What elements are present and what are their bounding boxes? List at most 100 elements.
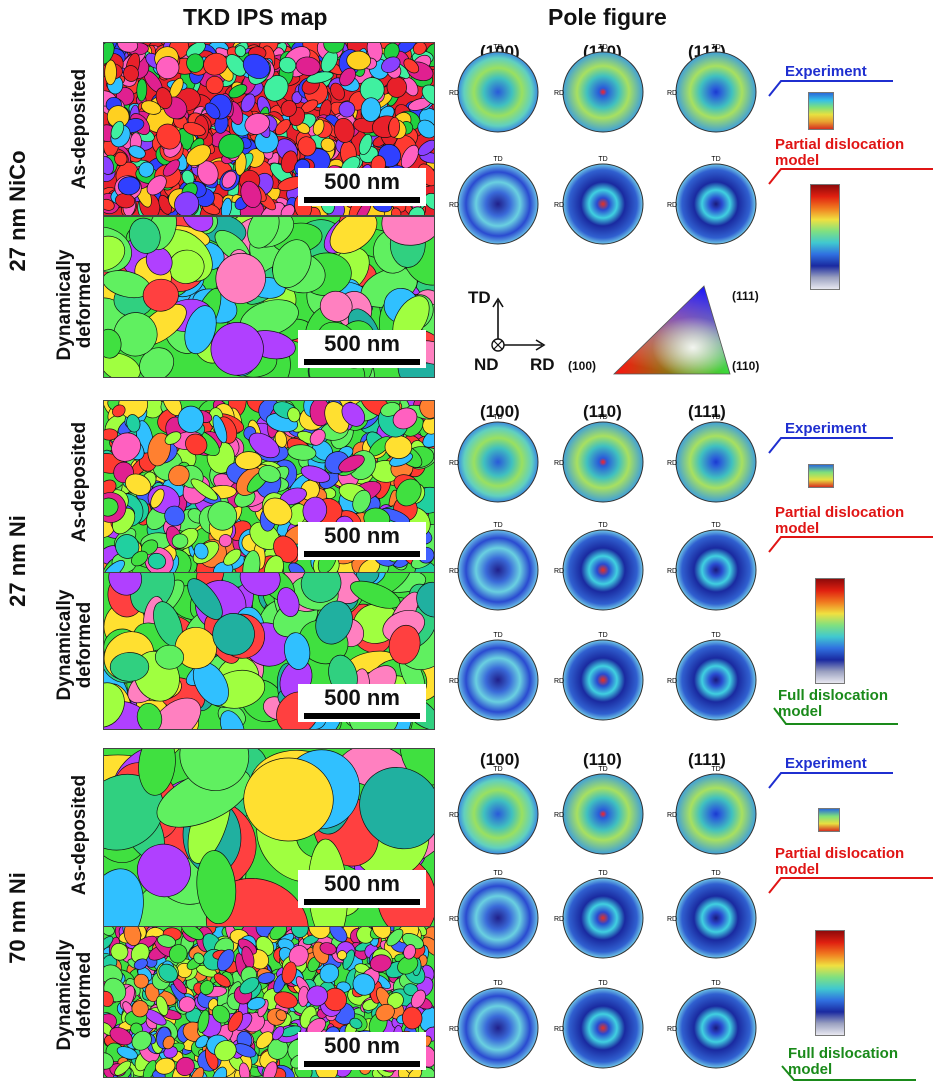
grain — [262, 1061, 278, 1077]
pole-rd-label: RD — [554, 812, 564, 819]
tag-experiment-2-line — [768, 437, 893, 454]
tag-partial-1-line2: model — [775, 152, 820, 169]
grain — [177, 405, 204, 433]
tag-full-3-line1: Full dislocation — [788, 1045, 899, 1062]
grain — [213, 561, 234, 573]
scale-bar-line — [304, 713, 420, 719]
pole-figure-r2-c3: TD RD — [667, 156, 757, 245]
grain — [400, 144, 419, 169]
pole-disc — [675, 877, 757, 959]
grain — [168, 944, 188, 964]
pole-rd-label: RD — [667, 678, 677, 685]
grain — [213, 973, 231, 988]
pole-disc — [457, 773, 539, 855]
ips-map-1a — [103, 42, 435, 216]
tag-partial-1-line — [768, 168, 933, 185]
pole-figure-r4-c1: TD RD — [449, 522, 539, 611]
grain — [388, 624, 421, 665]
pole-rd-label: RD — [554, 678, 564, 685]
grain — [240, 180, 262, 208]
grain — [104, 868, 144, 927]
pole-disc — [675, 773, 757, 855]
grain — [117, 176, 141, 196]
grain — [234, 45, 247, 57]
grain — [111, 432, 141, 462]
pole-rd-label: RD — [554, 916, 564, 923]
pole-rd-label: RD — [449, 1026, 459, 1033]
grain — [247, 217, 280, 249]
grain — [186, 53, 204, 73]
grain — [263, 75, 289, 102]
scale-bar-label: 500 nm — [324, 685, 400, 710]
scale-bar-label: 500 nm — [324, 169, 400, 194]
grain — [104, 990, 114, 1007]
grain — [214, 1040, 237, 1062]
state-as-deposited-1: As-deposited — [69, 68, 90, 190]
grain — [190, 1066, 205, 1077]
tag-full-2-line — [773, 707, 898, 725]
pole-rd-label: RD — [449, 812, 459, 819]
grain — [291, 927, 309, 938]
colorbar-model-1 — [810, 184, 840, 290]
grain — [168, 464, 190, 487]
grain — [131, 550, 149, 567]
grain — [199, 980, 214, 996]
grain — [280, 100, 297, 117]
colorbar-model-3 — [815, 930, 845, 1036]
tag-experiment-3-line — [768, 772, 893, 789]
pole-td-label: TD — [711, 632, 720, 639]
tag-partial-3-line1: Partial dislocation — [775, 845, 905, 862]
grain — [410, 989, 426, 1009]
grain — [329, 927, 348, 943]
tag-experiment-1-line — [768, 80, 893, 97]
pole-figure-r5-c2: TD RD — [554, 632, 644, 721]
grain — [323, 43, 345, 54]
grain — [323, 987, 347, 1012]
pole-figure-r7-c1: TD RD — [449, 870, 539, 959]
grain — [391, 207, 402, 215]
grain — [185, 144, 211, 167]
grain — [372, 927, 392, 939]
grain — [123, 927, 142, 946]
grain — [146, 175, 167, 196]
grain — [333, 117, 355, 143]
pole-disc — [562, 639, 644, 721]
colorbar-exp-1 — [808, 92, 834, 130]
pole-td-label: TD — [598, 414, 607, 421]
grain — [338, 101, 356, 118]
pole-label-111-p2: (111) — [688, 402, 726, 421]
ipf-color-triangle — [613, 285, 731, 375]
pole-rd-label: RD — [667, 916, 677, 923]
pole-figure-r2-c2: TD RD — [554, 156, 644, 245]
sample-label-2: 27 nm Ni — [5, 515, 30, 607]
pole-figure-r8-c2: TD RD — [554, 980, 644, 1069]
pole-label-100-p3: (100) — [480, 750, 520, 769]
grain — [164, 505, 185, 527]
grain — [204, 102, 221, 120]
tag-experiment-3: Experiment — [785, 755, 867, 772]
grain — [238, 1062, 250, 1077]
scale-bar-line — [304, 359, 420, 365]
tag-partial-1: Partial dislocation model — [775, 137, 904, 169]
grain — [392, 407, 418, 430]
grain — [315, 600, 353, 645]
pole-figure-r4-c3: TD RD — [667, 522, 757, 611]
grain — [281, 961, 297, 985]
tag-partial-2-line — [768, 536, 933, 553]
grain — [128, 145, 146, 159]
grain — [319, 963, 340, 984]
grain — [113, 312, 158, 357]
ips-map-header: TKD IPS map — [183, 4, 328, 30]
grain — [225, 54, 247, 77]
grain — [239, 977, 260, 995]
grain — [212, 613, 255, 656]
tag-full-2-line2: model — [778, 703, 823, 720]
scale-bar-line — [304, 1061, 420, 1067]
grain — [151, 697, 202, 729]
pole-figure-r3-c2: TD RD — [554, 414, 644, 503]
pole-rd-label: RD — [449, 202, 459, 209]
grain — [244, 113, 270, 135]
grain — [157, 934, 176, 948]
grain — [277, 587, 300, 617]
grain — [421, 84, 434, 105]
